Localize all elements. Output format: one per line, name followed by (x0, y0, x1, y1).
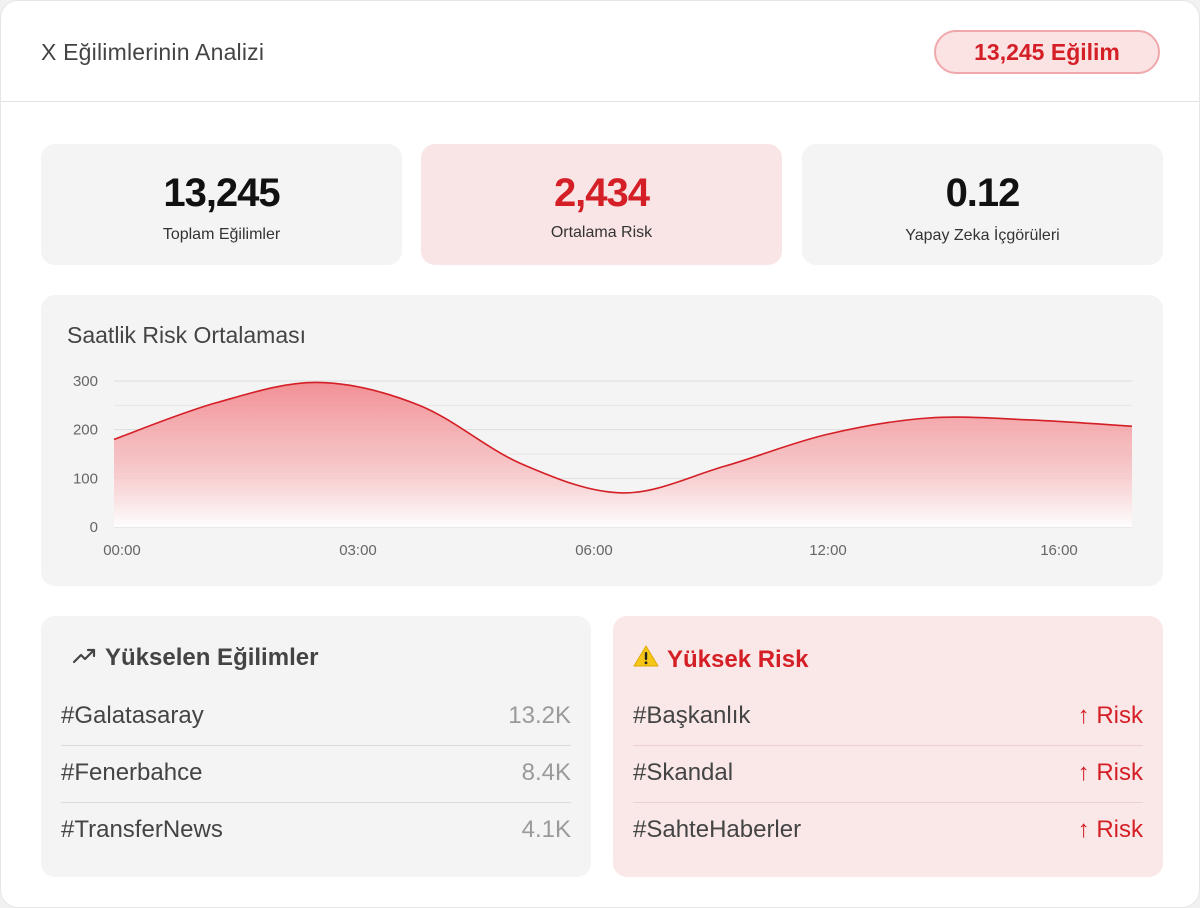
hashtag: #TransferNews (61, 816, 223, 843)
trend-count-badge: 13,245 Eğilim (934, 30, 1160, 74)
trending-title-label: Yükselen Eğilimler (105, 644, 319, 671)
y-tick-label: 100 (73, 470, 98, 487)
trending-panel: Yükselen Eğilimler #Galatasaray 13.2K #F… (41, 616, 591, 877)
hashtag: #Başkanlık (633, 702, 751, 729)
hashtag-count: 13.2K (508, 702, 571, 729)
list-item[interactable]: #SahteHaberler ↑ Risk (633, 802, 1143, 859)
hashtag: #SahteHaberler (633, 816, 802, 843)
hourly-risk-chart: Saatlik Risk Ortalaması 300 200 100 0 00:00… (41, 295, 1163, 586)
risk-indicator: ↑ Risk (1077, 759, 1143, 786)
x-tick-label: 06:00 (575, 542, 613, 559)
page-title: X Eğilimlerinin Analizi (41, 39, 265, 65)
y-axis: 300 200 100 0 (73, 373, 98, 536)
risk-line (113, 381, 1133, 494)
risk-indicator: ↑ Risk (1077, 816, 1143, 843)
stat-average-risk: 2,434 Ortalama Risk (421, 144, 782, 265)
high-risk-panel: Yüksek Risk #Başkanlık ↑ Risk #Skandal ↑… (613, 616, 1163, 877)
y-tick-label: 300 (73, 373, 98, 390)
list-item[interactable]: #TransferNews 4.1K (61, 802, 571, 859)
trending-title: Yükselen Eğilimler (72, 644, 319, 672)
high-risk-title: Yüksek Risk (633, 644, 808, 675)
x-tick-label: 03:00 (339, 542, 377, 559)
hashtag: #Skandal (633, 759, 734, 786)
warning-icon (633, 644, 659, 675)
stat-total-trends: 13,245 Toplam Eğilimler (41, 144, 402, 265)
high-risk-title-label: Yüksek Risk (667, 645, 809, 673)
chart-canvas: 300 200 100 0 00:00 03:00 06:00 12:00 16:00 (73, 373, 1133, 559)
x-tick-label: 12:00 (809, 542, 847, 559)
x-tick-label: 00:00 (103, 542, 141, 559)
x-tick-label: 16:00 (1040, 542, 1078, 559)
header: X Eğilimlerinin Analizi 13,245 Eğilim (1, 1, 1199, 102)
y-tick-label: 0 (90, 519, 98, 536)
y-tick-label: 200 (73, 422, 98, 439)
stat-value: 0.12 (945, 171, 1021, 215)
list-item[interactable]: #Skandal ↑ Risk (633, 745, 1143, 803)
trending-up-icon (72, 644, 97, 672)
stat-ai-insights: 0.12 Yapay Zeka İçgörüleri (802, 144, 1163, 265)
list-item[interactable]: #Fenerbahce 8.4K (61, 745, 571, 803)
stat-label: Toplam Eğilimler (162, 226, 281, 243)
hashtag-count: 8.4K (521, 759, 571, 786)
chart-title: Saatlik Risk Ortalaması (67, 322, 307, 348)
list-item[interactable]: #Galatasaray 13.2K (61, 688, 571, 746)
risk-indicator: ↑ Risk (1077, 702, 1143, 729)
hashtag: #Galatasaray (61, 702, 204, 729)
hashtag: #Fenerbahce (61, 759, 203, 786)
stat-value: 13,245 (163, 171, 280, 215)
stat-label: Yapay Zeka İçgörüleri (905, 227, 1060, 244)
x-axis: 00:00 03:00 06:00 12:00 16:00 (103, 542, 1078, 559)
stat-value: 2,434 (553, 171, 650, 215)
list-item[interactable]: #Başkanlık ↑ Risk (633, 688, 1143, 746)
hashtag-count: 4.1K (521, 816, 571, 843)
stat-label: Ortalama Risk (550, 224, 653, 241)
risk-area (114, 382, 1132, 527)
